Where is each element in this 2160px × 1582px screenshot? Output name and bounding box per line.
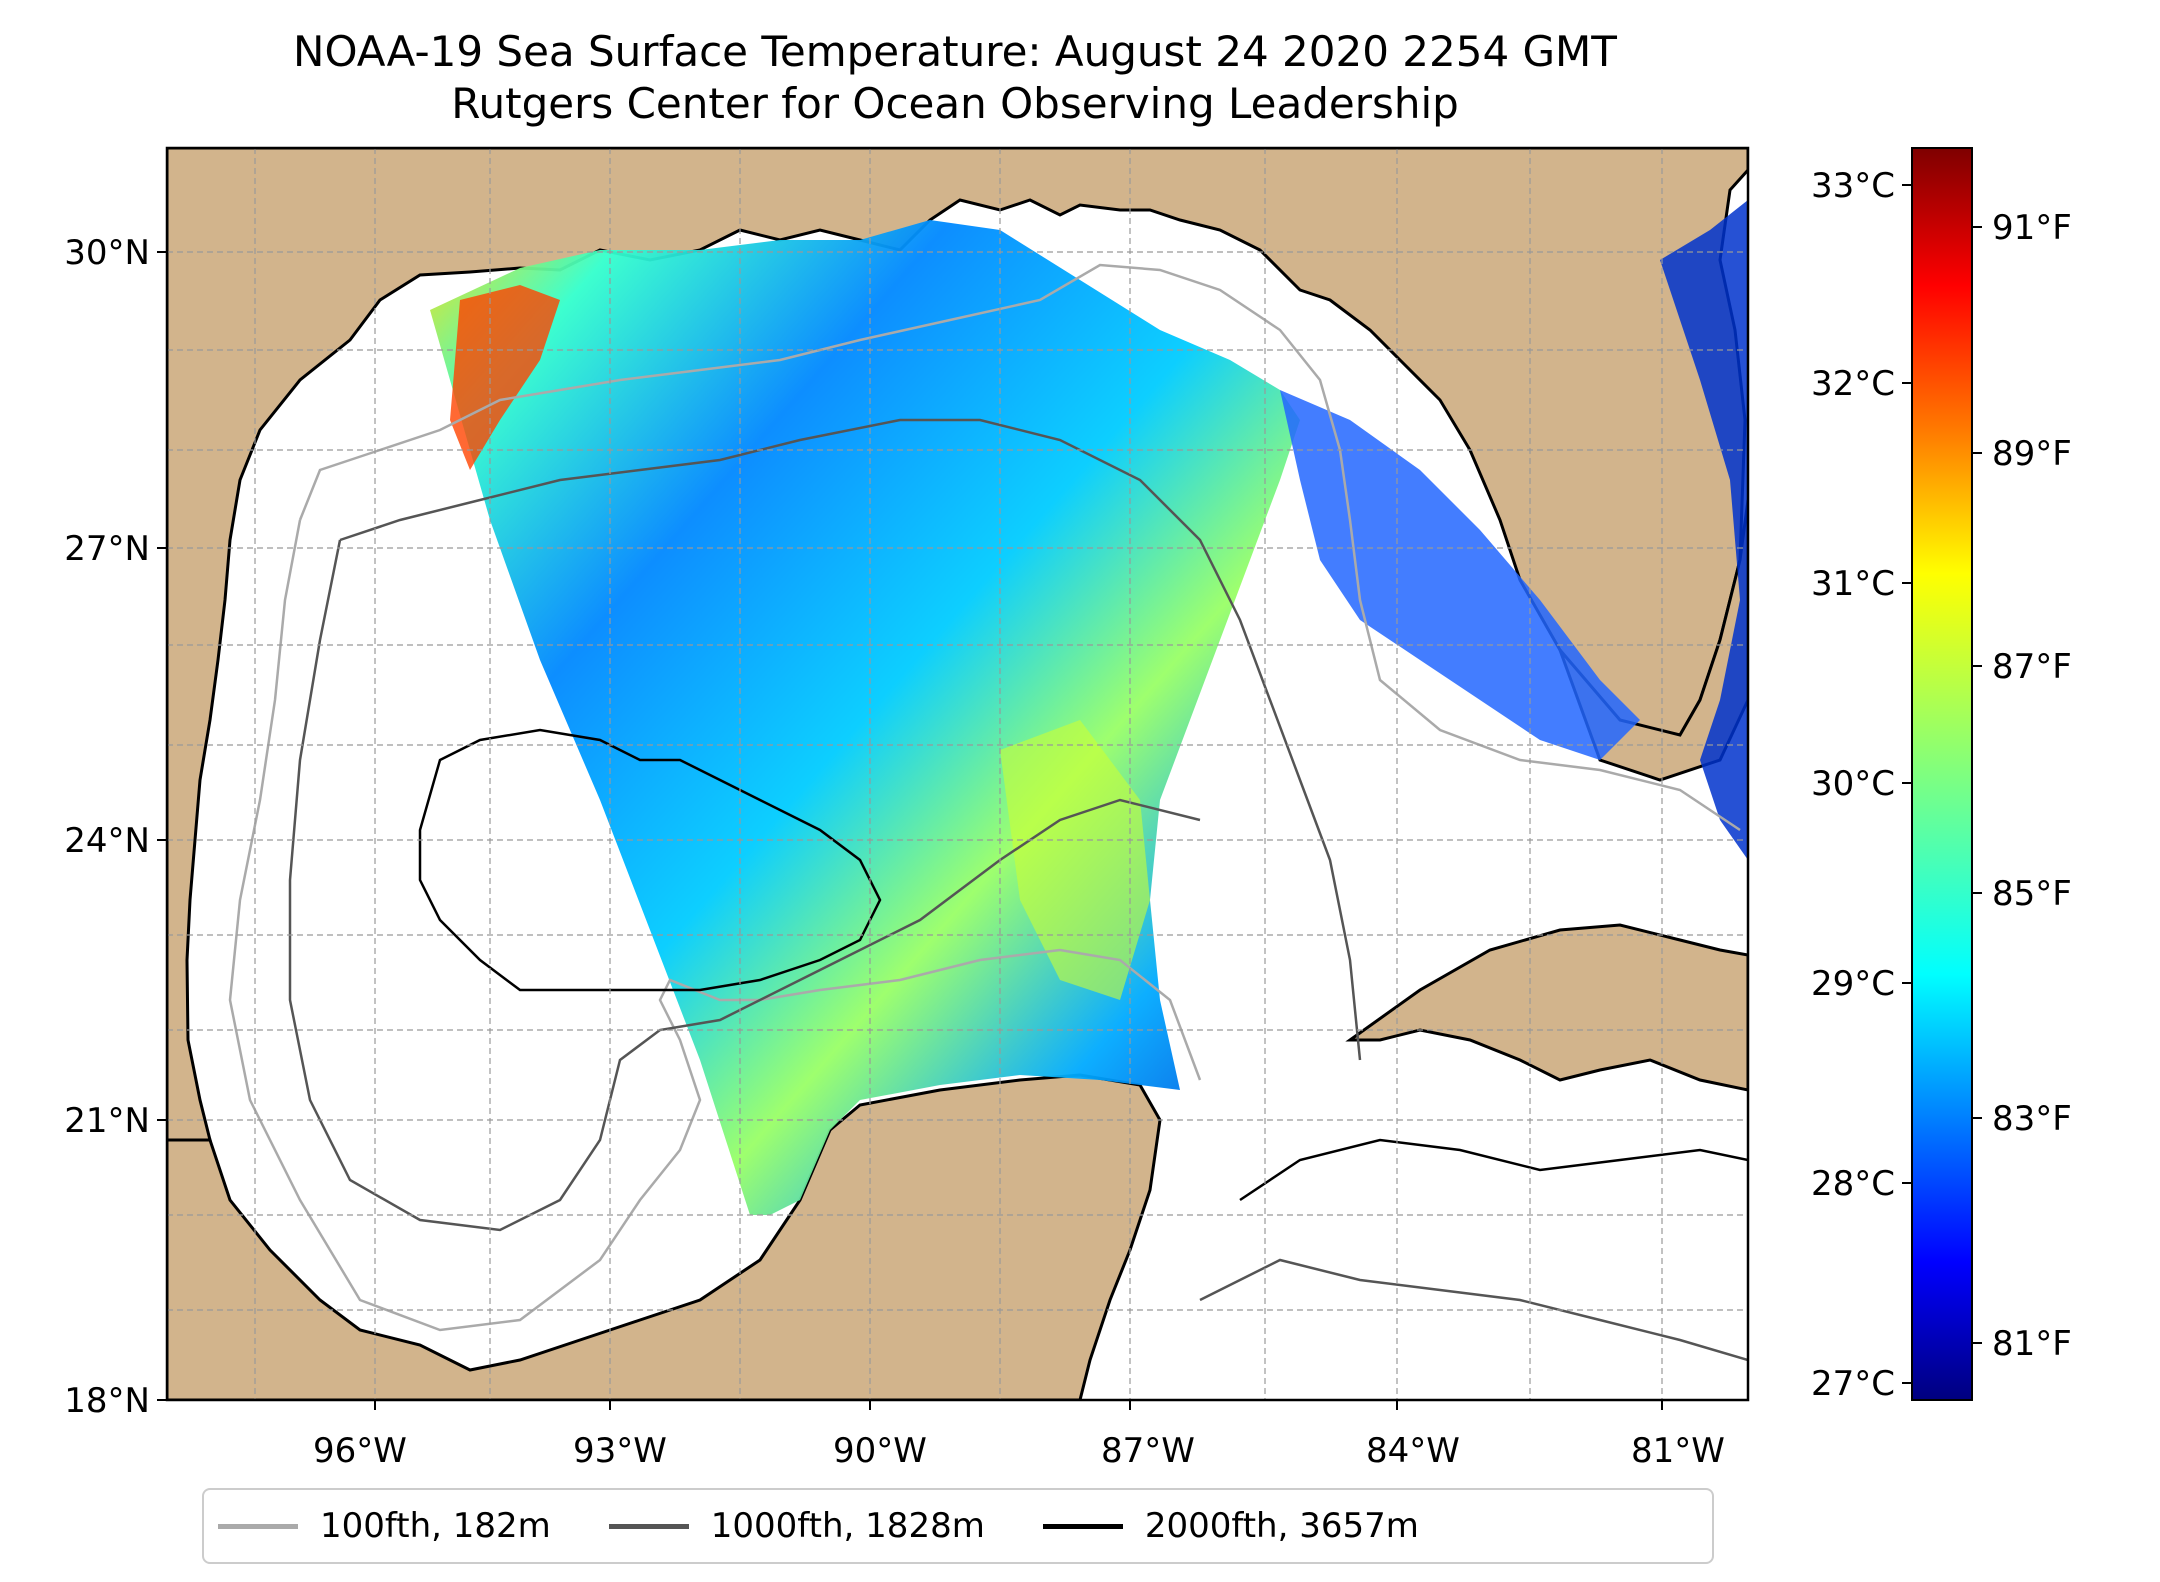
map-content bbox=[167, 148, 1748, 1400]
lon-tick-label: 87°W bbox=[1101, 1431, 1195, 1471]
colorbar: 33°C 32°C 31°C 30°C 29°C 28°C 27°C 91°F … bbox=[1811, 147, 2072, 1404]
colorbar-celsius-axis: 33°C 32°C 31°C 30°C 29°C 28°C 27°C bbox=[1811, 166, 1912, 1404]
colorbar-celsius-label: 28°C bbox=[1811, 1164, 1895, 1204]
latitude-axis: 30°N 27°N 24°N 21°N 18°N bbox=[64, 233, 167, 1421]
sst-warm-spot-center bbox=[1000, 720, 1150, 1000]
lat-tick-label: 30°N bbox=[64, 233, 150, 273]
contour-2000fth-caribbean bbox=[1239, 1138, 1748, 1202]
contour-100fth-west bbox=[228, 519, 1202, 1332]
legend-line-100fth bbox=[218, 1523, 298, 1529]
colorbar-celsius-label: 27°C bbox=[1811, 1364, 1895, 1404]
colorbar-fahrenheit-label: 87°F bbox=[1992, 647, 2072, 687]
colorbar-fahrenheit-label: 91°F bbox=[1992, 208, 2072, 248]
contour-1000fth bbox=[339, 418, 1362, 1061]
legend-item-100fth: 100fth, 182m bbox=[218, 1506, 551, 1546]
legend-line-2000fth bbox=[1042, 1523, 1123, 1529]
contour-1000fth-caribbean bbox=[1199, 1258, 1748, 1362]
lon-tick-label: 84°W bbox=[1366, 1431, 1460, 1471]
contour-1000fth-west bbox=[288, 539, 1201, 1232]
colorbar-fahrenheit-label: 85°F bbox=[1992, 874, 2072, 914]
lat-tick-label: 21°N bbox=[64, 1101, 150, 1141]
legend-label: 100fth, 182m bbox=[320, 1506, 551, 1546]
lon-tick-label: 96°W bbox=[313, 1431, 407, 1471]
colorbar-gradient bbox=[1911, 147, 1973, 1401]
lat-tick-label: 24°N bbox=[64, 821, 150, 861]
colorbar-celsius-label: 29°C bbox=[1811, 964, 1895, 1004]
map-title-line1: NOAA-19 Sea Surface Temperature: August … bbox=[293, 27, 1617, 76]
legend-item-2000fth: 2000fth, 3657m bbox=[1042, 1506, 1419, 1546]
map-title-line2: Rutgers Center for Ocean Observing Leade… bbox=[451, 79, 1459, 128]
colorbar-celsius-label: 33°C bbox=[1811, 166, 1895, 206]
lat-tick-label: 27°N bbox=[64, 529, 150, 569]
colorbar-fahrenheit-axis: 91°F 89°F 87°F 85°F 83°F 81°F bbox=[1972, 208, 2072, 1364]
legend-label: 1000fth, 1828m bbox=[710, 1506, 985, 1546]
sst-warm-spot-tx bbox=[450, 285, 560, 470]
colorbar-fahrenheit-label: 81°F bbox=[1992, 1324, 2072, 1364]
colorbar-fahrenheit-label: 89°F bbox=[1992, 434, 2072, 474]
bathymetry-legend: 100fth, 182m 1000fth, 1828m 2000fth, 365… bbox=[202, 1488, 1714, 1564]
colorbar-fahrenheit-label: 83°F bbox=[1992, 1099, 2072, 1139]
land-cuba bbox=[1345, 923, 1748, 1092]
legend-line-1000fth bbox=[608, 1523, 689, 1529]
legend-label: 2000fth, 3657m bbox=[1144, 1506, 1419, 1546]
colorbar-celsius-label: 30°C bbox=[1811, 764, 1895, 804]
longitude-axis: 96°W 93°W 90°W 87°W 84°W 81°W bbox=[313, 1400, 1725, 1471]
legend-item-1000fth: 1000fth, 1828m bbox=[608, 1506, 985, 1546]
lat-tick-label: 18°N bbox=[64, 1381, 150, 1421]
contour-2000fth bbox=[418, 728, 882, 992]
lon-tick-label: 81°W bbox=[1631, 1431, 1725, 1471]
sst-patch-fl-east bbox=[1660, 200, 1748, 860]
contour-100fth bbox=[298, 263, 1741, 832]
lon-tick-label: 90°W bbox=[833, 1431, 927, 1471]
map-frame bbox=[165, 146, 1750, 1402]
colorbar-celsius-label: 32°C bbox=[1811, 364, 1895, 404]
gridlines bbox=[167, 148, 1748, 1400]
sst-patch-east bbox=[1280, 390, 1640, 760]
lon-tick-label: 93°W bbox=[573, 1431, 667, 1471]
colorbar-celsius-label: 31°C bbox=[1811, 564, 1895, 604]
